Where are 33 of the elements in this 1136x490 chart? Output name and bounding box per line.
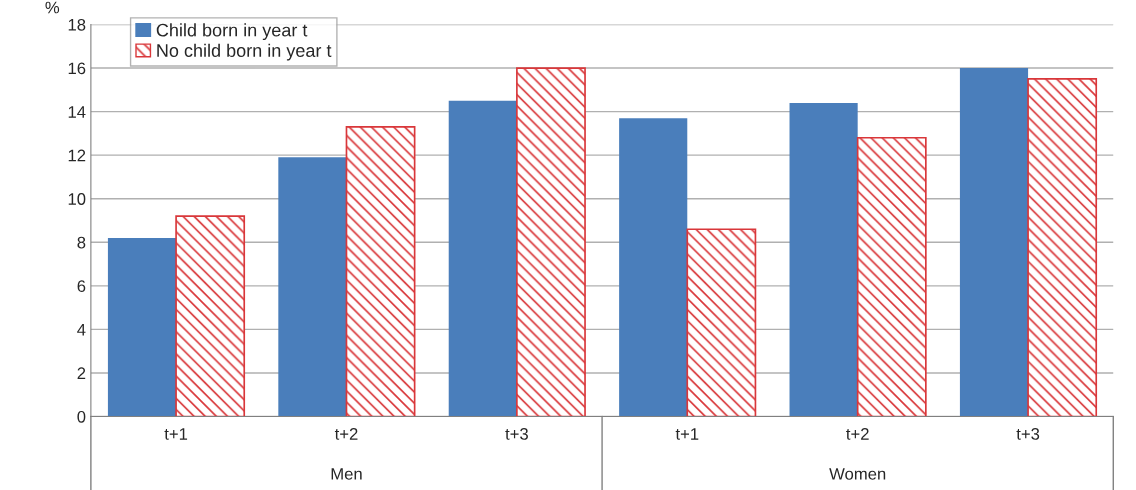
y-tick-label: 14	[68, 106, 86, 118]
text: Men	[331, 468, 362, 480]
text: Women	[829, 468, 886, 480]
x-tick-label: t+3	[1016, 428, 1040, 440]
bar	[107, 237, 177, 417]
bar	[619, 118, 688, 417]
bar	[959, 68, 1029, 417]
y-tick-label: 16	[68, 62, 86, 75]
y-tick-label: 18	[68, 18, 86, 31]
y-tick-label: 0	[77, 410, 86, 423]
y-axis-title: %	[45, 1, 60, 14]
y-tick-label: 4	[77, 323, 86, 336]
x-tick-label: t+2	[846, 428, 869, 440]
y-tick-label: 10	[68, 193, 86, 205]
x-tick-label: t+3	[505, 428, 528, 440]
bar	[686, 228, 757, 417]
x-tick-label: t+2	[334, 428, 358, 440]
legend-label: Child born in year t	[156, 23, 308, 41]
bar	[278, 157, 347, 417]
bar	[345, 126, 416, 417]
bar	[448, 100, 517, 417]
legend-label: No child born in year t	[157, 43, 332, 61]
bar	[175, 215, 246, 417]
y-tick-label: 12	[68, 149, 86, 162]
bar	[856, 136, 927, 417]
bar	[1027, 78, 1098, 417]
x-tick-label: t+1	[164, 428, 188, 440]
bar	[516, 67, 586, 417]
y-tick-label: 8	[77, 236, 86, 249]
y-tick-label: 2	[77, 367, 86, 379]
y-tick-label: 6	[77, 280, 86, 293]
x-tick-label: t+1	[675, 428, 699, 440]
bar	[789, 102, 858, 417]
